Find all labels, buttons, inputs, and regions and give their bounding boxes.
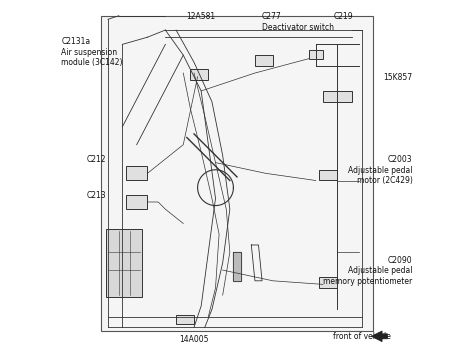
Bar bbox=[323, 91, 352, 102]
Text: C2003
Adjustable pedal
motor (2C429): C2003 Adjustable pedal motor (2C429) bbox=[348, 156, 412, 185]
FancyBboxPatch shape bbox=[106, 229, 142, 297]
FancyBboxPatch shape bbox=[101, 16, 373, 331]
Text: C277
Deactivator switch: C277 Deactivator switch bbox=[262, 12, 334, 31]
Bar bbox=[319, 170, 337, 180]
Text: C219: C219 bbox=[334, 12, 353, 21]
Text: C213: C213 bbox=[87, 191, 106, 200]
Bar bbox=[319, 277, 337, 288]
Bar bbox=[255, 55, 273, 66]
Text: 14A005: 14A005 bbox=[179, 335, 209, 344]
Bar bbox=[126, 166, 147, 180]
Text: C2131a
Air suspension
module (3C142): C2131a Air suspension module (3C142) bbox=[62, 37, 123, 67]
Text: C212: C212 bbox=[87, 156, 106, 164]
Text: C2090
Adjustable pedal
memory potentiometer: C2090 Adjustable pedal memory potentiome… bbox=[323, 256, 412, 286]
Bar bbox=[126, 195, 147, 209]
Text: 15K857: 15K857 bbox=[383, 73, 412, 82]
Bar bbox=[191, 69, 209, 80]
Bar bbox=[176, 315, 194, 324]
Bar bbox=[309, 50, 323, 59]
Text: front of vehicle: front of vehicle bbox=[333, 332, 391, 341]
Text: 12A581: 12A581 bbox=[187, 12, 216, 21]
Polygon shape bbox=[371, 331, 387, 342]
Polygon shape bbox=[233, 252, 241, 281]
